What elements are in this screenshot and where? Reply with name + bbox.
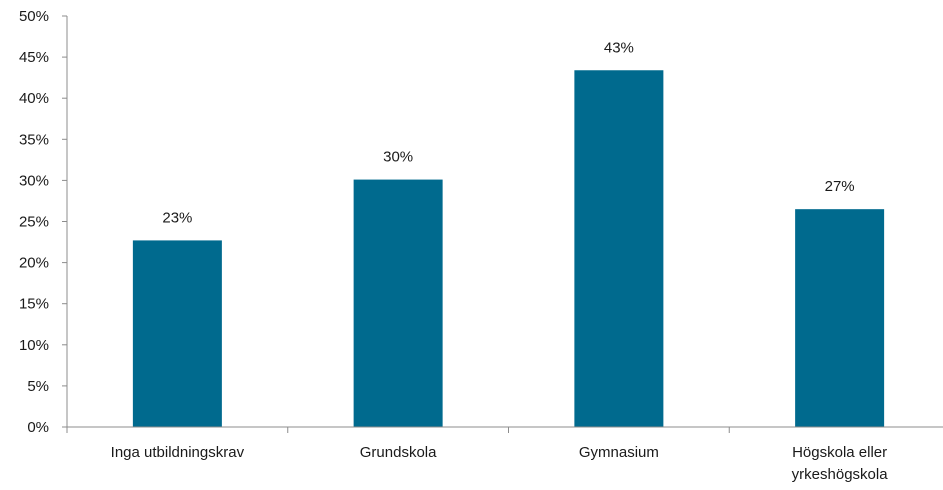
y-tick-label: 10% [19, 337, 49, 354]
x-axis: Inga utbildningskrav Grundskola Gymnasium H… [66, 426, 943, 483]
y-tick-label: 45% [19, 49, 49, 66]
y-tick-label: 20% [19, 255, 49, 272]
bar [132, 240, 222, 427]
y-tick-label: 35% [19, 131, 49, 148]
data-label: 43% [604, 39, 634, 56]
y-tick-label: 40% [19, 90, 49, 107]
y-tick-label: 5% [27, 378, 49, 395]
bar [795, 209, 885, 427]
data-label: 30% [383, 149, 413, 166]
x-category-label: Gymnasium [579, 444, 659, 461]
data-label: 27% [825, 178, 855, 195]
bar [574, 70, 664, 427]
y-axis: 0% 5% 10% 15% 20% 25% 30% 35% 40% 45% 50% [19, 8, 68, 436]
data-label: 23% [162, 209, 192, 226]
y-tick-label: 0% [27, 419, 49, 436]
y-tick-label: 50% [19, 8, 49, 25]
bar [353, 179, 443, 427]
y-tick-label: 30% [19, 172, 49, 189]
x-category-label: yrkeshögskola [792, 466, 889, 483]
x-category-label: Inga utbildningskrav [111, 444, 245, 461]
y-tick-label: 15% [19, 296, 49, 313]
bars: 23% 30% 43% 27% [132, 39, 885, 427]
y-tick-label: 25% [19, 214, 49, 231]
x-category-label: Grundskola [360, 444, 437, 461]
x-category-label: Högskola eller [792, 444, 887, 461]
